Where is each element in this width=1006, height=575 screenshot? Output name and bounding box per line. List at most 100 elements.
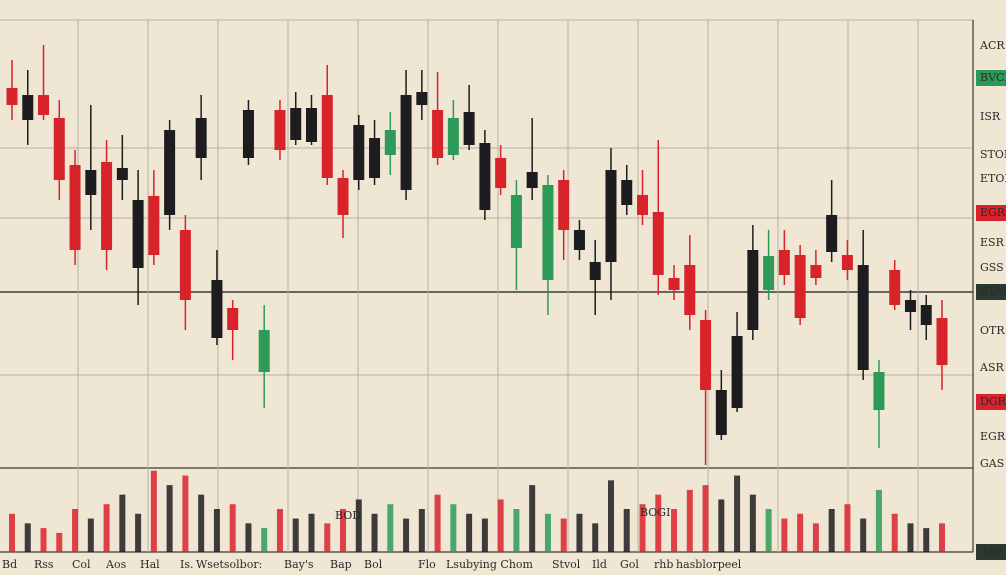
volume-bar <box>481 518 488 552</box>
candle-body <box>857 265 869 370</box>
candle-body <box>22 95 34 120</box>
candle-body <box>747 250 759 330</box>
volume-bar <box>860 518 867 552</box>
right-label: STOR <box>980 148 1006 161</box>
volume-bar <box>340 509 347 552</box>
bottom-label: Bol <box>364 558 383 571</box>
candle-body <box>841 255 853 270</box>
volume-bar <box>150 470 157 552</box>
candle-body <box>258 330 270 372</box>
volume-bar <box>907 523 914 552</box>
volume-bar <box>308 513 315 552</box>
bottom-label: Ild <box>592 558 607 571</box>
candle-body <box>447 118 459 155</box>
volume-bar <box>182 475 189 552</box>
candle-body <box>416 92 428 105</box>
volume-bar <box>844 504 851 552</box>
candle-body <box>400 95 412 190</box>
candle-body <box>211 280 223 338</box>
candle-body <box>873 372 885 410</box>
bottom-label: Col <box>72 558 91 571</box>
bottom-label: Wsetsolbor: <box>196 558 262 571</box>
label-box <box>976 544 1006 560</box>
right-label: BVCR <box>980 71 1006 84</box>
volume-bar <box>450 504 457 552</box>
candle-body <box>826 215 838 252</box>
candle-body <box>510 195 522 248</box>
bottom-label: Bay's <box>284 558 314 571</box>
candle-body <box>936 318 948 365</box>
volume-bar <box>939 523 945 552</box>
label-box <box>976 284 1006 300</box>
candle-body <box>810 265 822 278</box>
candle-body <box>85 170 97 195</box>
volume-bar <box>355 499 362 552</box>
volume-bar <box>544 513 551 552</box>
right-label: ESR <box>980 236 1005 249</box>
candle-body <box>242 110 254 158</box>
candle-body <box>605 170 617 262</box>
right-label: GAS <box>980 457 1004 470</box>
candle-body <box>337 178 349 215</box>
bottom-label: Aos <box>105 558 127 571</box>
candle-body <box>495 158 507 188</box>
candle-body <box>700 320 712 390</box>
volume-bar <box>891 513 898 552</box>
volume-bar <box>213 509 220 552</box>
candle-body <box>731 336 743 408</box>
volume-bar <box>513 509 520 552</box>
grid <box>0 19 974 553</box>
volume-bar <box>828 509 835 552</box>
bottom-label: Gol <box>620 558 639 571</box>
candle-body <box>290 108 302 140</box>
volume-bar <box>324 523 331 552</box>
volume-bar <box>198 494 205 552</box>
volume-bar <box>24 523 31 552</box>
candle-body <box>164 130 176 215</box>
candle-body <box>904 300 916 312</box>
candle-body <box>6 88 18 105</box>
candle-body <box>384 130 396 155</box>
volume-bar <box>245 523 252 552</box>
volume-bar <box>56 532 63 552</box>
bottom-label: Flo <box>418 558 436 571</box>
label-box <box>976 394 1006 410</box>
bottom-label: Bd <box>2 558 17 571</box>
candle-body <box>132 200 144 268</box>
volume-bar <box>686 489 693 552</box>
volume-bar <box>749 494 756 552</box>
volume-bar <box>797 513 804 552</box>
candle-body <box>778 250 790 275</box>
volume-bar <box>655 494 662 552</box>
candle-body <box>526 172 538 188</box>
candle-body <box>116 168 128 180</box>
candle-body <box>179 230 191 300</box>
volume-bar <box>560 518 567 552</box>
volume-label: BOD <box>335 509 361 522</box>
candle-body <box>684 265 696 315</box>
volume-bar <box>403 518 410 552</box>
candle-body <box>195 118 207 158</box>
candle-body <box>542 185 554 280</box>
volume-bar <box>639 504 646 552</box>
candle-body <box>621 180 633 205</box>
candle-body <box>432 110 444 158</box>
candle-body <box>305 108 317 142</box>
volume-bar <box>166 485 173 552</box>
volume-bar <box>875 489 882 552</box>
volume-bar <box>103 504 110 552</box>
candle-body <box>463 112 475 145</box>
candle-body <box>589 262 601 280</box>
bottom-label: rhb <box>654 558 673 571</box>
candle-body <box>101 162 113 250</box>
candle-body <box>321 95 333 178</box>
candle-body <box>920 305 932 325</box>
volume-bar <box>135 513 142 552</box>
bottom-label: Lsubying Chom <box>446 558 534 571</box>
right-label: ASR <box>979 361 1004 374</box>
volume-bar <box>592 523 599 552</box>
candle-body <box>715 390 727 435</box>
volume-bar <box>434 494 441 552</box>
volume-bar <box>40 528 47 552</box>
